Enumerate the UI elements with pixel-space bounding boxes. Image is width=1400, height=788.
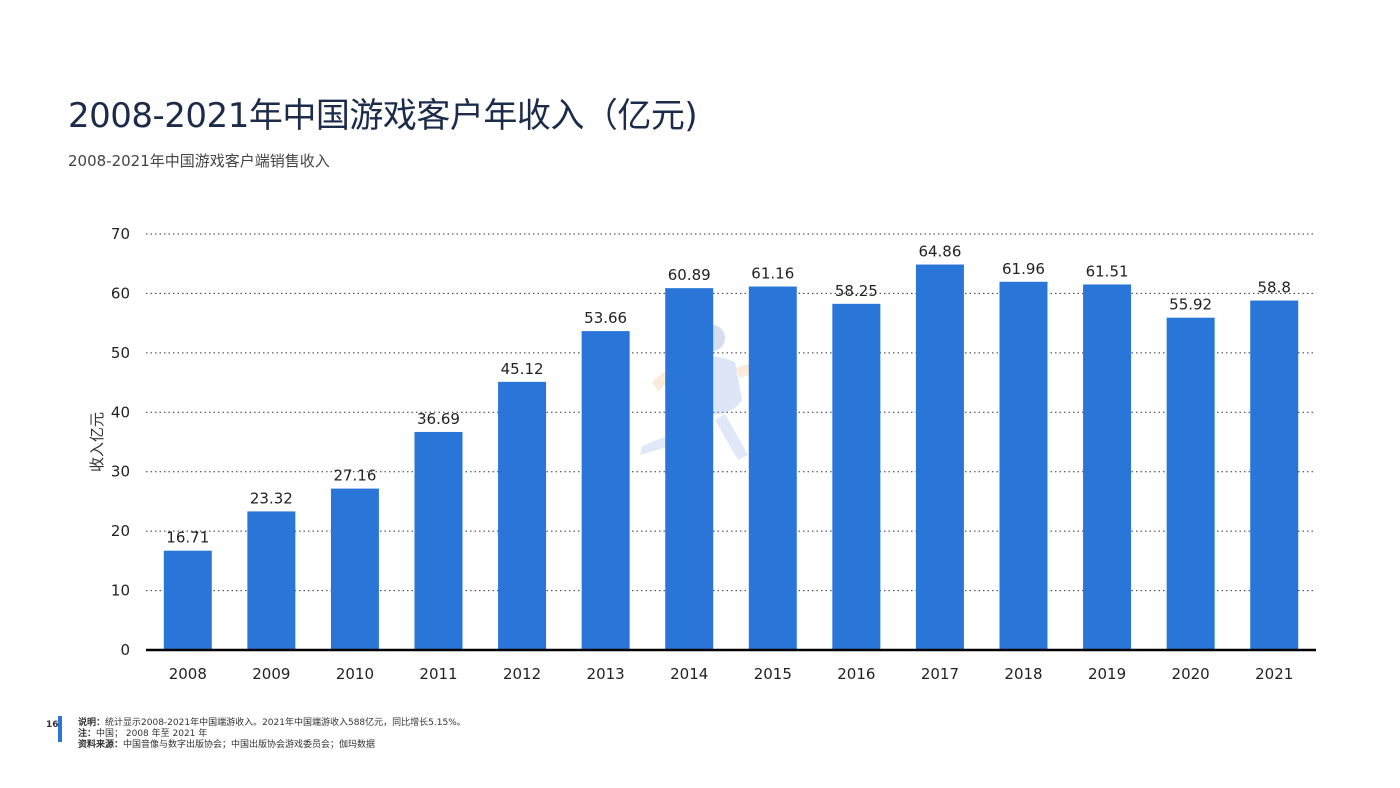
value-labels: 16.71 23.32 27.16 36.69 45.12 53.66 60.89 61.16… [166, 243, 1291, 547]
data-label: 16.71 [166, 529, 209, 547]
data-label: 23.32 [250, 489, 293, 507]
page-number: 16 [46, 720, 59, 730]
x-tick-label: 2013 [587, 665, 625, 683]
y-axis-label: 收入亿元 [88, 412, 106, 472]
page-title: 2008-2021年中国游戏客户年收入（亿元) [68, 96, 698, 136]
y-tick-label: 60 [111, 284, 130, 302]
x-axis-ticks: 2008 2009 2010 2011 2012 2013 2014 2015 2016 2017… [169, 665, 1294, 683]
x-tick-label: 2011 [419, 665, 457, 683]
bar [1250, 300, 1299, 650]
bar [330, 488, 379, 650]
bar [498, 381, 547, 650]
bar [414, 431, 463, 650]
x-tick-label: 2010 [336, 665, 374, 683]
data-label: 55.92 [1169, 296, 1212, 314]
y-tick-label: 70 [111, 225, 130, 243]
source-text: 中国音像与数字出版协会；中国出版协会游戏委员会；伽玛数据 [123, 740, 376, 750]
y-tick-label: 30 [111, 463, 130, 481]
source-label: 资料来源： [78, 740, 124, 750]
data-label: 58.8 [1258, 279, 1291, 297]
bar [1166, 317, 1215, 650]
x-tick-label: 2020 [1172, 665, 1210, 683]
x-tick-label: 2021 [1255, 665, 1293, 683]
footer-note-line: 说明：统计显示2008-2021年中国端游收入。2021年中国端游收入588亿元… [78, 718, 466, 729]
bar [581, 331, 630, 650]
footer-region-line: 注：中国； 2008 年至 2021 年 [78, 729, 466, 740]
x-tick-label: 2017 [921, 665, 959, 683]
x-tick-label: 2016 [837, 665, 875, 683]
y-tick-label: 50 [111, 344, 130, 362]
x-tick-label: 2014 [670, 665, 708, 683]
gridlines [146, 233, 1316, 592]
footer-notes: 说明：统计显示2008-2021年中国端游收入。2021年中国端游收入588亿元… [78, 718, 466, 751]
note-text: 统计显示2008-2021年中国端游收入。2021年中国端游收入588亿元，同比… [105, 718, 466, 728]
x-tick-label: 2015 [754, 665, 792, 683]
x-tick-label: 2019 [1088, 665, 1126, 683]
footer-source-line: 资料来源：中国音像与数字出版协会；中国出版协会游戏委员会；伽玛数据 [78, 740, 466, 751]
y-tick-label: 20 [111, 522, 130, 540]
data-label: 61.96 [1002, 260, 1045, 278]
bar [163, 550, 212, 650]
bar [748, 286, 797, 650]
footer-accent-bar [58, 716, 62, 742]
x-tick-label: 2018 [1004, 665, 1042, 683]
data-label: 45.12 [501, 360, 544, 378]
x-tick-label: 2008 [169, 665, 207, 683]
data-label: 61.16 [751, 265, 794, 283]
y-axis-ticks: 0 10 20 30 40 50 60 70 [111, 225, 130, 659]
y-tick-label: 40 [111, 403, 130, 421]
bar [915, 264, 964, 650]
x-tick-label: 2012 [503, 665, 541, 683]
data-label: 27.16 [333, 467, 376, 485]
note-label: 说明： [78, 718, 106, 728]
region-text: 中国； 2008 年至 2021 年 [96, 729, 208, 739]
bar [1083, 284, 1132, 650]
y-tick-label: 0 [120, 641, 130, 659]
bar [247, 511, 296, 650]
data-label: 58.25 [835, 282, 878, 300]
data-label: 53.66 [584, 309, 627, 327]
data-label: 60.89 [668, 266, 711, 284]
y-tick-label: 10 [111, 582, 130, 600]
data-label: 36.69 [417, 410, 460, 428]
x-tick-label: 2009 [252, 665, 290, 683]
bar [999, 281, 1048, 650]
region-label: 注： [78, 729, 97, 739]
bar [832, 303, 881, 650]
bars [163, 264, 1299, 650]
bar [665, 288, 714, 650]
data-label: 61.51 [1086, 262, 1129, 280]
data-label: 64.86 [918, 243, 961, 261]
page-subtitle: 2008-2021年中国游戏客户端销售收入 [68, 152, 330, 170]
